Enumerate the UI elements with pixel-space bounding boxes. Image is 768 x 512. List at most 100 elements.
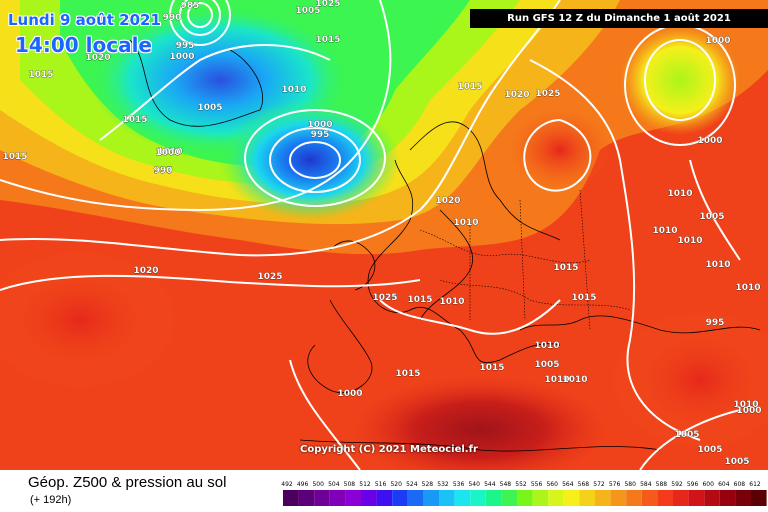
scale-swatch bbox=[423, 490, 439, 506]
isobar-label: 1020 bbox=[504, 90, 529, 100]
scale-tick-label: 584 bbox=[640, 481, 652, 488]
scale-tick-label: 524 bbox=[406, 481, 418, 488]
isobar-label: 1005 bbox=[197, 103, 222, 113]
scale-swatch bbox=[719, 490, 736, 506]
isobar-label: 1010 bbox=[705, 260, 730, 270]
scale-tick-label: 492 bbox=[281, 481, 293, 488]
isobar-label: 1000 bbox=[705, 36, 730, 46]
scale-tick-label: 560 bbox=[546, 481, 558, 488]
isobar-label: 1010 bbox=[544, 375, 569, 385]
scale-tick-label: 556 bbox=[531, 481, 543, 488]
isobar-label: 990 bbox=[154, 166, 173, 176]
isobar-label: 1010 bbox=[562, 375, 587, 385]
isobar-label: 1015 bbox=[571, 293, 596, 303]
country-borders bbox=[419, 189, 631, 331]
isobar-label: 990 bbox=[163, 13, 182, 23]
scale-tick-label: 528 bbox=[422, 481, 434, 488]
isobar-label: 1025 bbox=[315, 0, 340, 9]
scale-swatch bbox=[563, 490, 580, 506]
scale-swatch bbox=[673, 490, 689, 506]
isobar-label: 1020 bbox=[435, 196, 460, 206]
isobar-label: 1000 bbox=[337, 389, 362, 399]
scale-tick-label: 612 bbox=[749, 481, 761, 488]
scale-swatch bbox=[579, 490, 595, 506]
scale-tick-label: 544 bbox=[484, 481, 496, 488]
scale-swatch bbox=[626, 490, 642, 506]
isobar-label: 995 bbox=[176, 41, 195, 51]
scale-tick-label: 500 bbox=[312, 481, 324, 488]
scale-swatch bbox=[345, 490, 361, 506]
scale-tick-label: 508 bbox=[344, 481, 356, 488]
isobar-label: 1025 bbox=[372, 293, 397, 303]
scale-swatch bbox=[735, 490, 751, 506]
eastern-low bbox=[620, 25, 740, 135]
scale-swatch bbox=[688, 490, 705, 506]
isobar-label: 985 bbox=[181, 1, 200, 11]
scale-swatch bbox=[704, 490, 720, 506]
isobar-label: 1010 bbox=[534, 341, 559, 351]
isobar-label: 1015 bbox=[315, 35, 340, 45]
scale-swatch bbox=[485, 490, 502, 506]
scale-tick-label: 504 bbox=[328, 481, 340, 488]
isobar-label: 995 bbox=[311, 130, 330, 140]
eastern-high bbox=[610, 310, 768, 450]
scale-tick-label: 572 bbox=[593, 481, 605, 488]
scale-swatch bbox=[532, 490, 549, 506]
isobar-label: 1010 bbox=[439, 297, 464, 307]
legend-bar: 492 496 500 504 508 512 516 520 524 528 532 536 540 5… bbox=[0, 470, 768, 512]
scale-tick-label: 568 bbox=[578, 481, 590, 488]
scale-tick-label: 540 bbox=[468, 481, 480, 488]
scale-swatch bbox=[470, 490, 486, 506]
scale-tick-label: 532 bbox=[437, 481, 449, 488]
forecast-range: (+ 192h) bbox=[30, 494, 72, 506]
scale-swatch bbox=[298, 490, 315, 506]
isobar-label: 1005 bbox=[534, 360, 559, 370]
scale-swatch bbox=[314, 490, 330, 506]
isobar-label: 1000 bbox=[307, 120, 332, 130]
isobar-label: 1000 bbox=[736, 406, 761, 416]
scale-tick-label: 516 bbox=[375, 481, 387, 488]
scale-tick-label: 564 bbox=[562, 481, 574, 488]
isobar-label: 1015 bbox=[553, 263, 578, 273]
scale-swatch bbox=[329, 490, 346, 506]
isobar-label: 1020 bbox=[133, 266, 158, 276]
scale-swatch bbox=[439, 490, 455, 506]
scale-swatch bbox=[392, 490, 408, 506]
isobar-label: 1010 bbox=[453, 218, 478, 228]
saharan-high bbox=[350, 375, 610, 470]
isobar-label: 1015 bbox=[28, 70, 53, 80]
scale-swatch bbox=[657, 490, 673, 506]
isobar-labels: 9859909951000100510051010101510201025101… bbox=[2, 0, 762, 467]
central-low bbox=[220, 100, 400, 220]
scale-swatch bbox=[641, 490, 658, 506]
isobar-label: 1025 bbox=[535, 89, 560, 99]
scale-swatch bbox=[517, 490, 533, 506]
scale-tick-label: 592 bbox=[671, 481, 683, 488]
parameter-title: Géop. Z500 & pression au sol bbox=[28, 474, 227, 491]
scale-swatch bbox=[283, 490, 299, 506]
scale-tick-label: 596 bbox=[687, 481, 699, 488]
scale-swatch bbox=[751, 490, 767, 506]
isobar-label: 1015 bbox=[395, 369, 420, 379]
isobar-label: 1015 bbox=[122, 115, 147, 125]
scale-swatch bbox=[454, 490, 471, 506]
scale-swatch bbox=[501, 490, 517, 506]
copyright-text: Copyright (C) 2021 Meteociel.fr bbox=[300, 444, 478, 455]
scale-tick-label: 600 bbox=[702, 481, 714, 488]
forecast-date: Lundi 9 août 2021 bbox=[8, 11, 161, 29]
isobar-label: 995 bbox=[154, 166, 173, 176]
color-scale: 492 496 500 504 508 512 516 520 524 528 532 536 540 5… bbox=[281, 481, 767, 506]
isobar-label: 1010 bbox=[733, 400, 758, 410]
isobar-label: 1000 bbox=[169, 52, 194, 62]
isobar-label: 1005 bbox=[699, 212, 724, 222]
isobar-label: 1015 bbox=[2, 152, 27, 162]
run-info: Run GFS 12 Z du Dimanche 1 août 2021 bbox=[470, 9, 768, 28]
isobar-label: 1005 bbox=[697, 445, 722, 455]
isobar-label: 1010 bbox=[667, 189, 692, 199]
scale-tick-label: 588 bbox=[656, 481, 668, 488]
isobar-label: 1000 bbox=[697, 136, 722, 146]
scale-swatch bbox=[361, 490, 377, 506]
isobar-label: 1010 bbox=[652, 226, 677, 236]
scale-swatch bbox=[376, 490, 393, 506]
